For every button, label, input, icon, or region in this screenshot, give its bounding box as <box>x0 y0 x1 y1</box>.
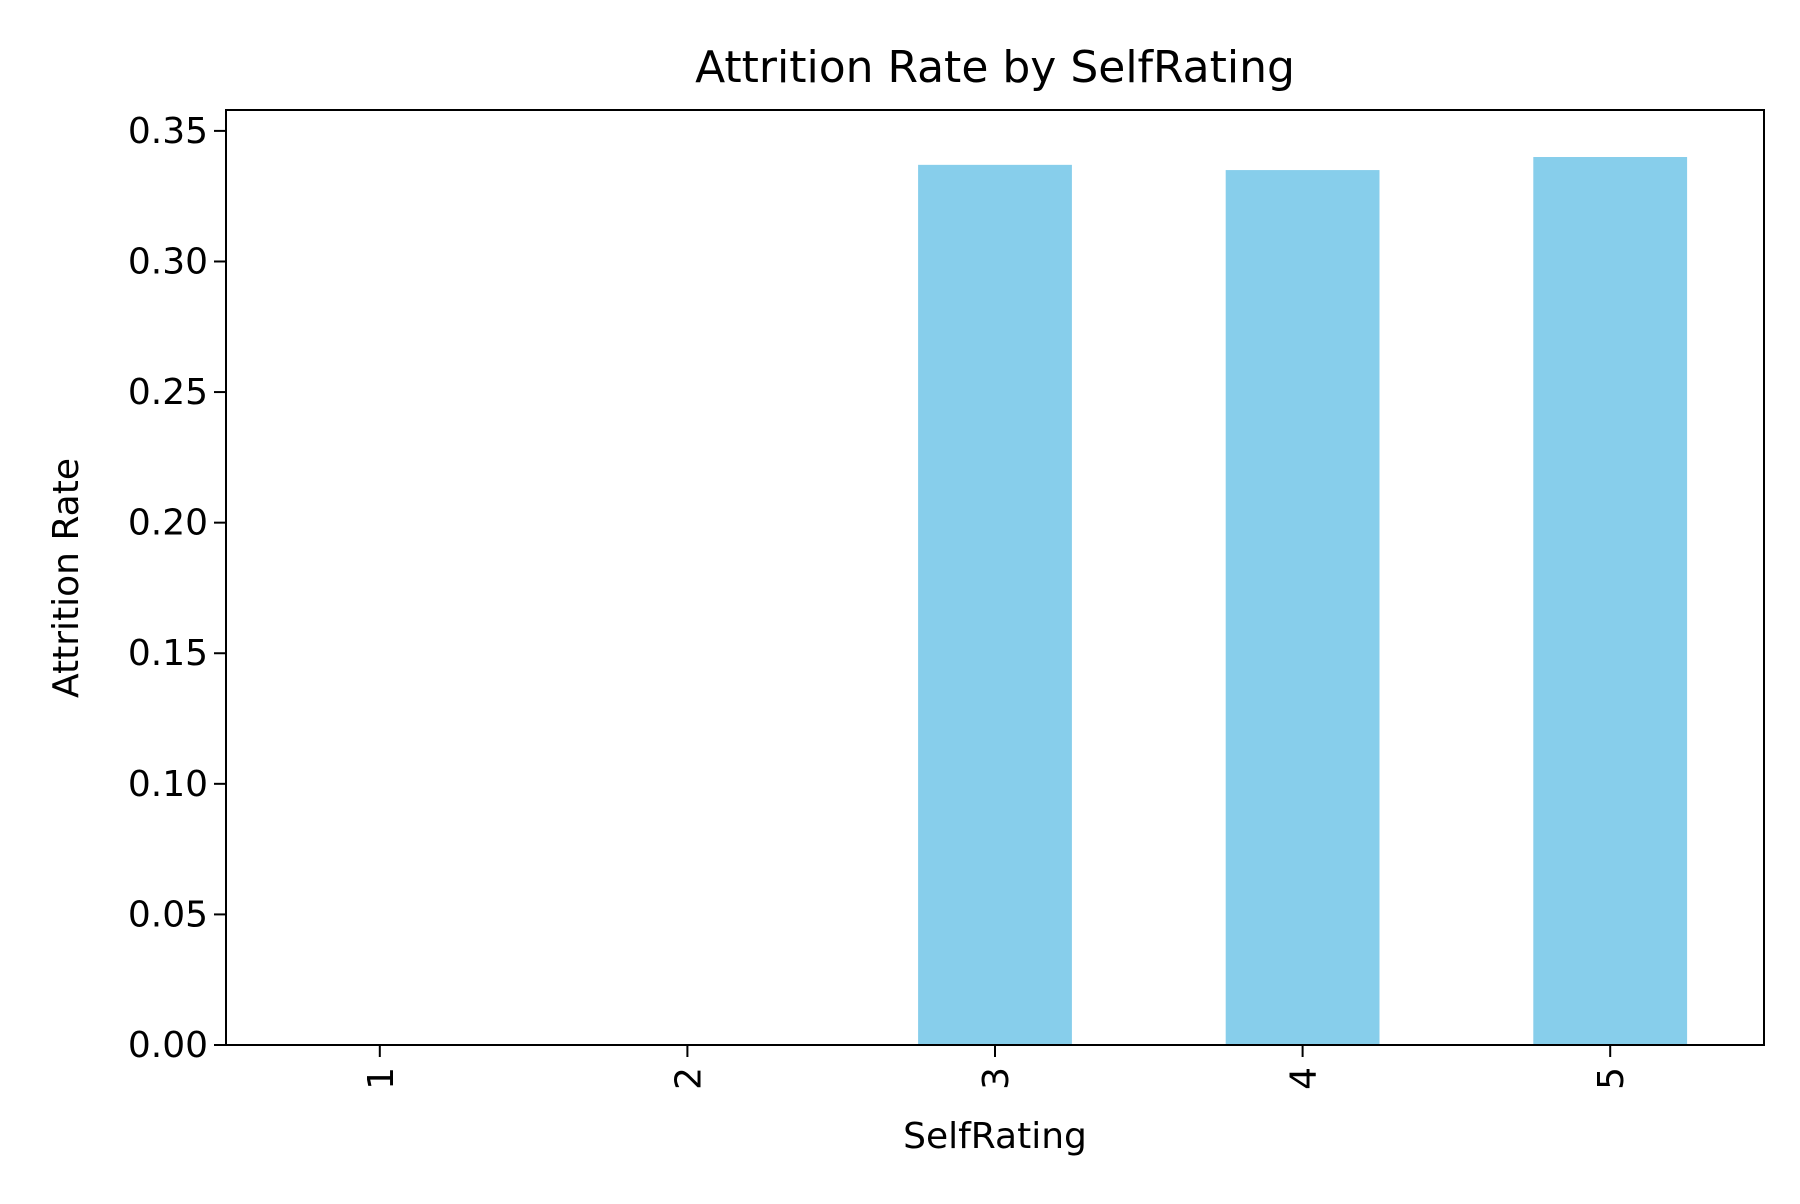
bar-4 <box>1225 170 1380 1046</box>
x-tick-label-4: 4 <box>1284 1067 1325 1090</box>
y-tick-label-0: 0.00 <box>128 1025 208 1066</box>
y-tick-label-6: 0.30 <box>128 241 208 282</box>
y-tick-label-5: 0.25 <box>128 372 208 413</box>
y-tick-label-7: 0.35 <box>128 111 208 152</box>
x-axis-label: SelfRating <box>903 1116 1087 1157</box>
y-tick-label-2: 0.10 <box>128 764 208 805</box>
y-tick-label-1: 0.05 <box>128 894 208 935</box>
bars-layer <box>918 157 1688 1046</box>
y-tick-label-3: 0.15 <box>128 633 208 674</box>
x-tick-label-2: 2 <box>668 1067 709 1090</box>
x-tick-label-1: 1 <box>361 1067 402 1090</box>
x-tick-label-5: 5 <box>1591 1067 1632 1090</box>
axes-layer: 1 2 3 4 5 0.00 0.05 0.10 0.15 0.20 0.25 0.30 0.35 <box>128 111 1632 1090</box>
bar-3 <box>918 164 1072 1045</box>
y-tick-label-4: 0.20 <box>128 503 208 544</box>
bar-5 <box>1533 157 1688 1045</box>
plot-frame <box>225 109 1765 1046</box>
x-tick-label-3: 3 <box>976 1067 1017 1090</box>
y-axis-label: Attrition Rate <box>46 458 87 698</box>
chart-title: Attrition Rate by SelfRating <box>695 42 1295 93</box>
